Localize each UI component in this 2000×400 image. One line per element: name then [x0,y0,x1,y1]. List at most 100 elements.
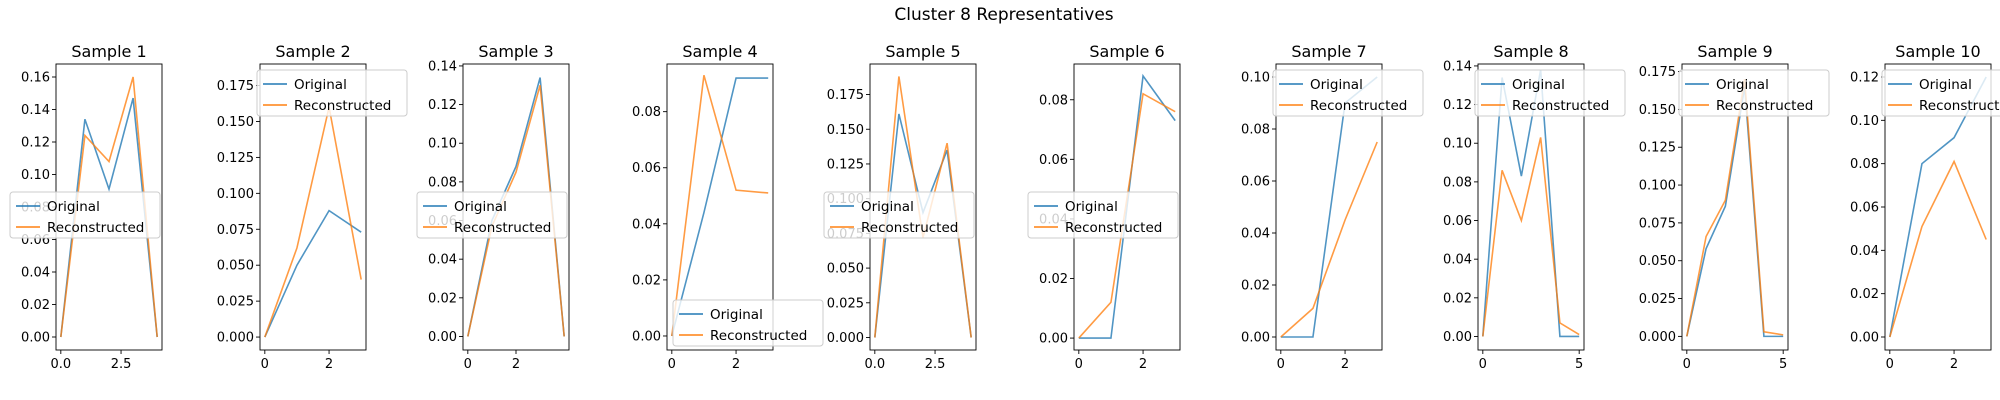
series-line-reconstructed [1482,137,1580,337]
y-tick-label: 0.025 [827,296,864,311]
y-tick-label: 0.175 [1639,65,1676,80]
subplot-title: Sample 8 [1493,42,1568,61]
y-tick-label: 0.12 [21,136,50,151]
y-tick-label: 0.150 [217,115,254,130]
figure-suptitle: Cluster 8 Representatives [894,5,1113,25]
legend-label: Reconstructed [454,220,551,236]
series-line-reconstructed [1889,159,1987,338]
x-tick-label: 0 [1683,357,1691,372]
legend-box [9,191,161,239]
x-tick-label: 0.0 [50,357,71,372]
axes-frame [1275,63,1383,351]
x-tick-label: 0 [464,357,472,372]
y-tick-label: 0.00 [21,331,50,346]
x-tick-label: 2 [325,357,333,372]
subplot-1: Sample 10.000.020.040.060.080.100.120.14… [9,42,163,372]
legend-label: Original [1716,77,1769,93]
x-tick-label: 0 [1277,357,1285,372]
y-tick-label: 0.06 [1241,175,1270,190]
series-line-original [1482,69,1580,338]
y-tick-label: 0.06 [1850,201,1879,216]
axes-frame [1681,63,1789,351]
legend-label: Original [861,199,914,215]
y-tick-label: 0.04 [1443,253,1472,268]
subplot-4: Sample 4 0.00 0.02 0.04 0.06 0.08 0 2 Original Re… [632,42,824,372]
y-tick-label: 0.100 [1639,179,1676,194]
legend-label: Reconstructed [1065,220,1162,236]
subplot-title: Sample 2 [275,42,350,61]
x-tick-label: 2 [732,357,740,372]
y-tick-label: 0.100 [217,187,254,202]
legend-label: Reconstructed [294,98,391,114]
series-line-original [264,209,362,338]
y-tick-label: 0.02 [1443,291,1472,306]
y-tick-label: 0.075 [1639,216,1676,231]
x-tick-label: 0 [1479,357,1487,372]
legend: Original Reconstructed [9,191,161,239]
y-tick-label: 0.10 [1443,137,1472,152]
y-tick-label: 0.025 [1639,292,1676,307]
y-tick-label: 0.12 [428,98,457,113]
y-tick-label: 0.075 [217,223,254,238]
subplot-6: Sample 60.000.020.040.060.0802OriginalRe… [1027,42,1181,372]
legend-label: Original [294,77,347,93]
y-tick-label: 0.10 [1241,71,1270,86]
y-tick-label: 0.16 [21,71,50,86]
x-tick-label: 0 [261,357,269,372]
legend: Original Reconstructed [1474,69,1626,117]
series-line-reconstructed [671,75,769,337]
axes-frame [259,63,367,351]
y-tick-label: 0.125 [827,157,864,172]
y-tick-label: 0.14 [21,103,50,118]
subplot-title: Sample 9 [1697,42,1772,61]
y-tick-label: 0.10 [428,137,457,152]
y-tick-label: 0.14 [428,59,457,74]
series-line-reconstructed [1280,141,1378,338]
legend-box [1027,191,1179,239]
y-tick-label: 0.175 [217,79,254,94]
series-line-original [1686,86,1784,338]
x-tick-label: 0 [1886,357,1894,372]
subplot-9: Sample 9 0.000 0.025 0.050 0.075 0.100 0.125 0.… [1639,42,1830,372]
legend-label: Reconstructed [1919,98,2000,114]
axes-frame [1477,63,1585,351]
y-tick-label: 0.06 [632,161,661,176]
series-line-reconstructed [264,106,362,338]
axes-frame [666,63,774,351]
y-tick-label: 0.000 [827,331,864,346]
y-tick-label: 0.02 [1850,287,1879,302]
y-tick-label: 0.10 [1850,114,1879,129]
legend-label: Reconstructed [1512,98,1609,114]
x-tick-label: 2 [1139,357,1147,372]
y-tick-label: 0.00 [1443,330,1472,345]
y-tick-label: 0.050 [1639,254,1676,269]
y-tick-label: 0.050 [217,259,254,274]
y-tick-label: 0.06 [1443,214,1472,229]
x-tick-label: 2 [1341,357,1349,372]
legend: Original Reconstructed [823,191,975,239]
legend-label: Original [454,199,507,215]
subplot-title: Sample 4 [682,42,757,61]
legend-label: Reconstructed [1716,98,1813,114]
y-tick-label: 0.02 [632,273,661,288]
legend: Original Reconstructed [1678,69,1830,117]
y-tick-label: 0.00 [428,330,457,345]
y-tick-label: 0.050 [827,262,864,277]
y-tick-label: 0.150 [1639,103,1676,118]
y-tick-label: 0.08 [428,175,457,190]
x-tick-label: 2.5 [111,357,132,372]
subplot-title: Sample 7 [1291,42,1366,61]
x-tick-label: 2 [512,357,520,372]
legend-label: Original [710,307,763,323]
y-tick-label: 0.12 [1443,98,1472,113]
y-tick-label: 0.000 [1639,330,1676,345]
y-tick-label: 0.150 [827,123,864,138]
y-tick-label: 0.125 [217,151,254,166]
subplot-title: Sample 1 [71,42,146,61]
y-tick-label: 0.02 [428,291,457,306]
legend-label: Original [1512,77,1565,93]
y-tick-label: 0.08 [1443,175,1472,190]
series-line-original [671,77,769,337]
subplot-7: Sample 7 0.00 0.02 0.04 0.06 0.08 0.10 0 2 Origin… [1241,42,1424,372]
y-tick-label: 0.125 [1639,141,1676,156]
